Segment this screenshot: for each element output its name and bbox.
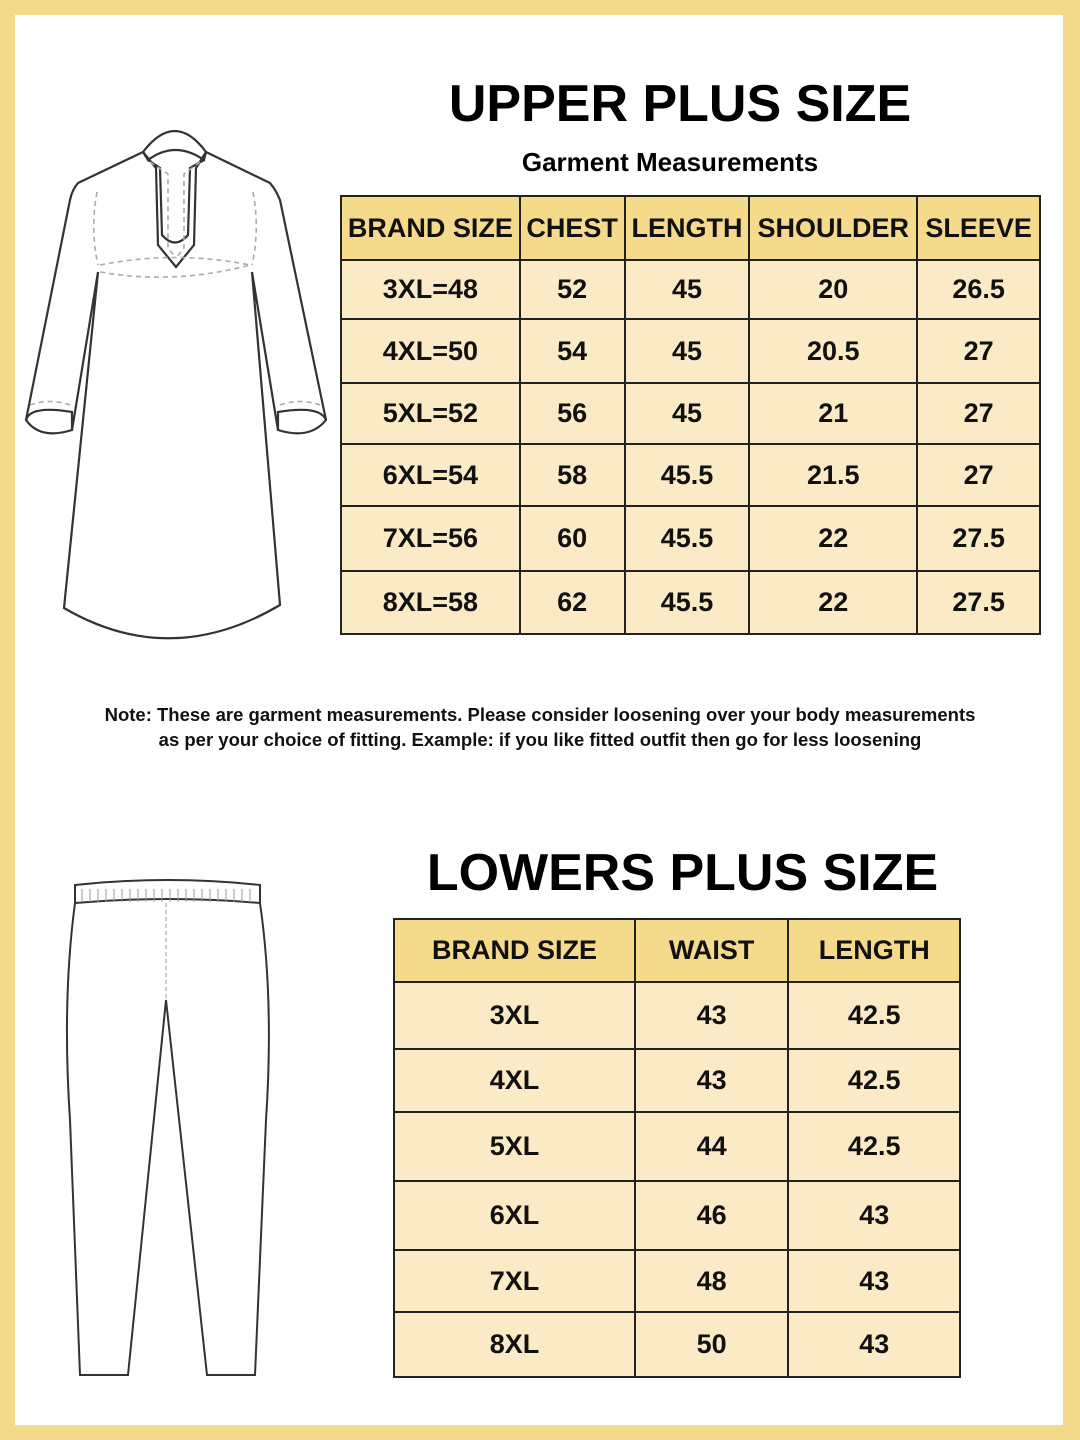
header-brand-size: BRAND SIZE [393,918,636,983]
cell: 45.5 [623,505,751,572]
table-row: 7XL 48 43 [393,1249,961,1313]
upper-size-table: BRAND SIZE CHEST LENGTH SHOULDER SLEEVE … [340,195,1041,635]
cell: 4XL [393,1048,636,1113]
cell: 27 [916,318,1041,384]
kurta-illustration [24,129,328,640]
header-length: LENGTH [623,195,751,261]
note-line-1: Note: These are garment measurements. Pl… [104,704,976,725]
lower-size-table: BRAND SIZE WAIST LENGTH 3XL 43 42.5 4XL 43 4… [393,918,961,1378]
cell: 58 [518,443,626,507]
cell: 7XL=56 [340,505,521,572]
table-row: 4XL 43 42.5 [393,1048,961,1113]
table-row: 3XL 43 42.5 [393,981,961,1050]
cell: 4XL=50 [340,318,521,384]
cell: 5XL=52 [340,382,521,445]
cell: 43 [633,1048,790,1113]
cell: 54 [518,318,626,384]
table-row: 8XL 50 43 [393,1311,961,1378]
note-line-2: as per your choice of fitting. Example: … [158,729,922,750]
cell: 48 [633,1249,790,1313]
table-row: 6XL 46 43 [393,1180,961,1251]
cell: 45.5 [623,443,751,507]
cell: 22 [748,570,919,635]
cell: 8XL=58 [340,570,521,635]
cell: 6XL [393,1180,636,1251]
lower-title: LOWERS PLUS SIZE [426,844,939,902]
cell: 45 [623,318,751,384]
cell: 27.5 [916,505,1041,572]
upper-subtitle: Garment Measurements [521,147,819,177]
cell: 20.5 [748,318,919,384]
cell: 45 [623,382,751,445]
cell: 27 [916,382,1041,445]
table-row: 4XL=50 54 45 20.5 27 [340,318,1041,384]
cell: 7XL [393,1249,636,1313]
cell: 60 [518,505,626,572]
cell: 21 [748,382,919,445]
cell: 52 [518,259,626,320]
table-row: 8XL=58 62 45.5 22 27.5 [340,570,1041,635]
cell: 42.5 [787,981,961,1050]
table-header-row: BRAND SIZE CHEST LENGTH SHOULDER SLEEVE [340,195,1041,261]
header-brand-size: BRAND SIZE [340,195,521,261]
cell: 62 [518,570,626,635]
table-header-row: BRAND SIZE WAIST LENGTH [393,918,961,983]
cell: 42.5 [787,1048,961,1113]
measurement-note: Note: These are garment measurements. Pl… [40,702,1040,752]
cell: 27 [916,443,1041,507]
header-waist: WAIST [633,918,790,983]
cell: 56 [518,382,626,445]
upper-title: UPPER PLUS SIZE [448,75,912,133]
cell: 46 [633,1180,790,1251]
cell: 42.5 [787,1111,961,1182]
cell: 21.5 [748,443,919,507]
header-length: LENGTH [787,918,961,983]
cell: 5XL [393,1111,636,1182]
cell: 3XL=48 [340,259,521,320]
table-row: 7XL=56 60 45.5 22 27.5 [340,505,1041,572]
cell: 20 [748,259,919,320]
cell: 50 [633,1311,790,1378]
pants-illustration [65,879,270,1376]
table-row: 5XL=52 56 45 21 27 [340,382,1041,445]
cell: 45.5 [623,570,751,635]
header-chest: CHEST [518,195,626,261]
cell: 3XL [393,981,636,1050]
cell: 26.5 [916,259,1041,320]
table-row: 3XL=48 52 45 20 26.5 [340,259,1041,320]
cell: 8XL [393,1311,636,1378]
cell: 43 [787,1311,961,1378]
table-row: 5XL 44 42.5 [393,1111,961,1182]
cell: 43 [787,1249,961,1313]
cell: 45 [623,259,751,320]
cell: 22 [748,505,919,572]
cell: 27.5 [916,570,1041,635]
header-sleeve: SLEEVE [916,195,1041,261]
header-shoulder: SHOULDER [748,195,919,261]
cell: 43 [787,1180,961,1251]
cell: 44 [633,1111,790,1182]
table-row: 6XL=54 58 45.5 21.5 27 [340,443,1041,507]
cell: 43 [633,981,790,1050]
cell: 6XL=54 [340,443,521,507]
